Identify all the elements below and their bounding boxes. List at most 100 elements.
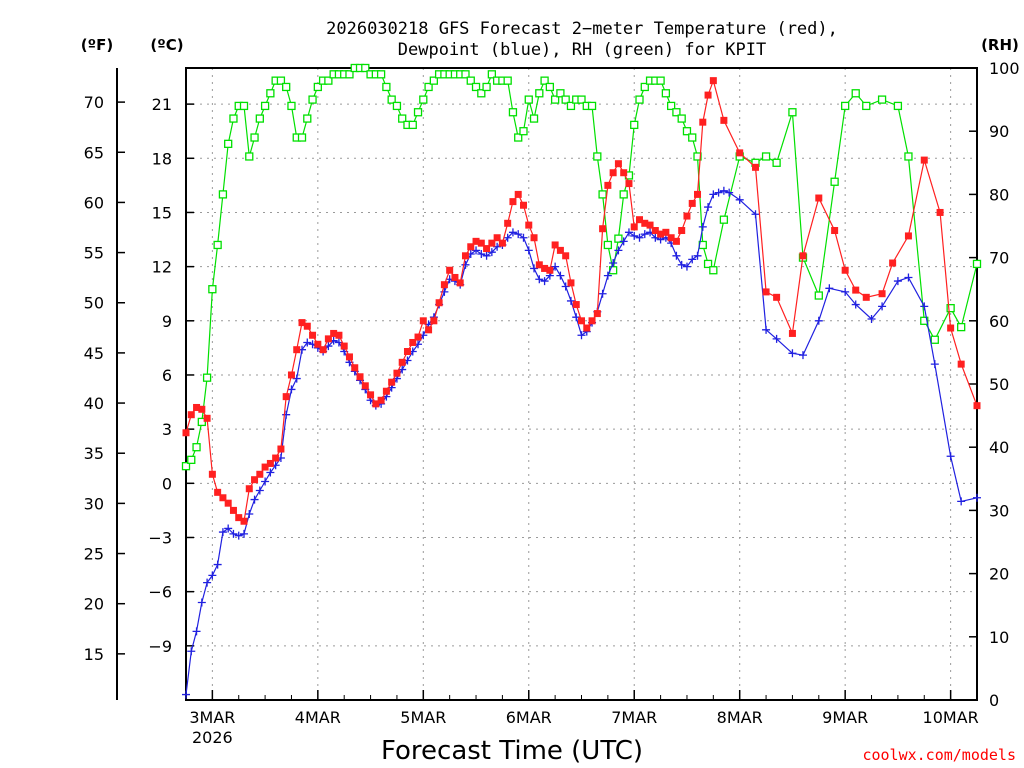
temperature-point xyxy=(256,470,264,478)
temperature-point xyxy=(947,324,955,332)
fahrenheit-tick-label: 45 xyxy=(84,344,104,363)
rh-tick-label: 10 xyxy=(989,628,1009,647)
rh-point xyxy=(303,114,312,123)
temperature-point xyxy=(878,290,886,298)
dewpoint-point xyxy=(682,262,691,271)
rh-point xyxy=(957,322,966,332)
temperature-point xyxy=(683,212,691,220)
rh-point xyxy=(709,266,718,275)
rh-point xyxy=(424,82,433,92)
temperature-point xyxy=(483,245,491,253)
rh-point xyxy=(208,285,217,294)
rh-point xyxy=(761,152,771,161)
rh-tick-label: 60 xyxy=(989,312,1009,331)
rh-point xyxy=(656,76,665,85)
rh-point xyxy=(255,114,264,123)
x-tick-label: 8MAR xyxy=(717,708,763,727)
rh-point xyxy=(466,76,475,85)
rh-point xyxy=(245,152,254,161)
x-tick-label: 10MAR xyxy=(923,708,979,727)
rh-point xyxy=(603,240,613,250)
dewpoint-point xyxy=(287,385,296,394)
rh-point xyxy=(877,95,887,104)
fahrenheit-tick-label: 50 xyxy=(84,294,104,313)
rh-point xyxy=(361,63,370,73)
dewpoint-point xyxy=(487,248,496,257)
dewpoint-point xyxy=(282,410,291,419)
rh-point xyxy=(719,215,729,224)
dewpoint-point xyxy=(197,598,206,607)
rh-point xyxy=(703,259,713,269)
temperature-point xyxy=(862,293,870,301)
dewpoint-point xyxy=(635,233,644,242)
temperature-point xyxy=(187,411,195,419)
temperature-point xyxy=(409,338,417,346)
dewpoint-point xyxy=(240,529,249,538)
temperature-point xyxy=(530,234,538,242)
temperature-point xyxy=(815,194,823,202)
temperature-point xyxy=(525,221,533,229)
rh-point xyxy=(693,152,702,161)
rh-point xyxy=(772,158,781,167)
temperature-point xyxy=(556,246,564,254)
celsius-tick-label: −9 xyxy=(148,637,172,656)
temperature-point xyxy=(314,340,322,348)
temperature-point xyxy=(667,234,675,242)
temperature-point xyxy=(324,335,332,343)
x-tick-label: 6MAR xyxy=(506,708,552,727)
rh-point xyxy=(487,70,497,79)
temperature-point xyxy=(720,116,728,124)
dewpoint-point xyxy=(519,233,528,242)
rh-point xyxy=(503,76,512,85)
temperature-point xyxy=(562,252,570,260)
temperature-point xyxy=(240,517,248,525)
dewpoint-point xyxy=(561,282,570,291)
temperature-point xyxy=(694,190,702,198)
dewpoint-point xyxy=(762,325,771,334)
dewpoint-point xyxy=(234,531,243,540)
chart-title-line-2: Dewpoint (blue), RH (green) for KPIT xyxy=(398,40,766,60)
dewpoint-point xyxy=(851,300,860,309)
temperature-point xyxy=(372,400,380,408)
rh-point xyxy=(276,76,286,85)
dewpoint-point xyxy=(530,264,539,273)
dewpoint-point xyxy=(630,231,639,240)
celsius-unit-label: (ºC) xyxy=(150,36,183,54)
dewpoint-point xyxy=(688,255,697,264)
x-tick-label: 9MAR xyxy=(822,708,868,727)
temperature-point xyxy=(467,243,475,251)
chart-title-line-1: 2026030218 GFS Forecast 2−meter Temperat… xyxy=(326,19,838,39)
rh-point xyxy=(376,70,386,79)
rh-point xyxy=(545,82,555,92)
dewpoint-point xyxy=(514,230,523,239)
rh-tick-label: 50 xyxy=(989,375,1009,394)
temperature-point xyxy=(393,369,401,377)
fahrenheit-tick-label: 15 xyxy=(84,645,104,664)
dewpoint-point xyxy=(772,334,781,343)
dewpoint-point xyxy=(524,246,533,255)
dewpoint-point xyxy=(957,497,966,506)
rh-point xyxy=(250,133,259,142)
temperature-point xyxy=(488,239,496,247)
rh-point xyxy=(297,133,307,142)
temperature-point xyxy=(699,118,707,126)
temperature-point xyxy=(335,331,343,339)
x-axis-label: Forecast Time (UTC) xyxy=(381,736,643,766)
fahrenheit-tick-label: 30 xyxy=(84,494,104,513)
dewpoint-point xyxy=(556,271,565,280)
dewpoint-point xyxy=(651,233,660,242)
dewpoint-point xyxy=(250,495,259,504)
temperature-point xyxy=(599,225,607,233)
temperature-point xyxy=(367,391,375,399)
rh-point xyxy=(593,152,602,161)
dewpoint-point xyxy=(261,477,270,486)
temperature-point xyxy=(773,293,781,301)
fahrenheit-tick-label: 60 xyxy=(84,193,104,212)
dewpoint-point xyxy=(920,302,929,311)
dewpoint-point xyxy=(482,251,491,260)
fahrenheit-tick-label: 40 xyxy=(84,394,104,413)
temperature-point xyxy=(625,180,633,188)
rh-series xyxy=(181,63,982,471)
dewpoint-point xyxy=(640,230,649,239)
